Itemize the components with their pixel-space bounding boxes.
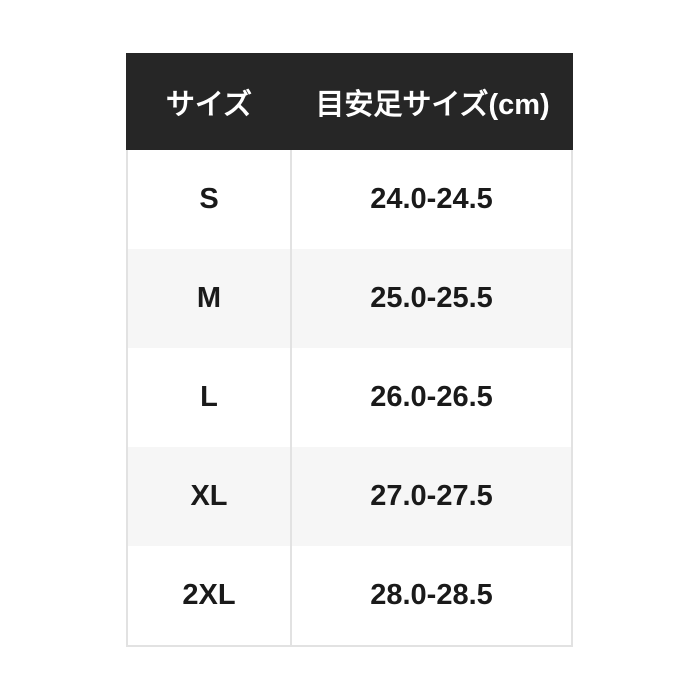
table-row: XL 27.0-27.5 xyxy=(126,447,573,546)
table-row: 2XL 28.0-28.5 xyxy=(126,546,573,647)
column-header-size: サイズ xyxy=(126,53,292,150)
foot-size-cell: 26.0-26.5 xyxy=(292,348,573,447)
foot-size-cell: 28.0-28.5 xyxy=(292,546,573,647)
foot-size-cell: 25.0-25.5 xyxy=(292,249,573,348)
table-row: M 25.0-25.5 xyxy=(126,249,573,348)
size-cell: XL xyxy=(126,447,292,546)
size-cell: M xyxy=(126,249,292,348)
header-row: サイズ 目安足サイズ(cm) xyxy=(126,53,573,150)
column-header-foot-size: 目安足サイズ(cm) xyxy=(292,53,573,150)
size-cell: 2XL xyxy=(126,546,292,647)
foot-size-cell: 27.0-27.5 xyxy=(292,447,573,546)
foot-size-cell: 24.0-24.5 xyxy=(292,150,573,249)
table-row: S 24.0-24.5 xyxy=(126,150,573,249)
table-body: S 24.0-24.5 M 25.0-25.5 L 26.0-26.5 XL 27.0-27.… xyxy=(126,150,573,647)
table-header: サイズ 目安足サイズ(cm) xyxy=(126,53,573,150)
size-cell: L xyxy=(126,348,292,447)
size-chart-table: サイズ 目安足サイズ(cm) S 24.0-24.5 M 25.0-25.5 L 26.0… xyxy=(126,53,573,647)
size-cell: S xyxy=(126,150,292,249)
table-row: L 26.0-26.5 xyxy=(126,348,573,447)
